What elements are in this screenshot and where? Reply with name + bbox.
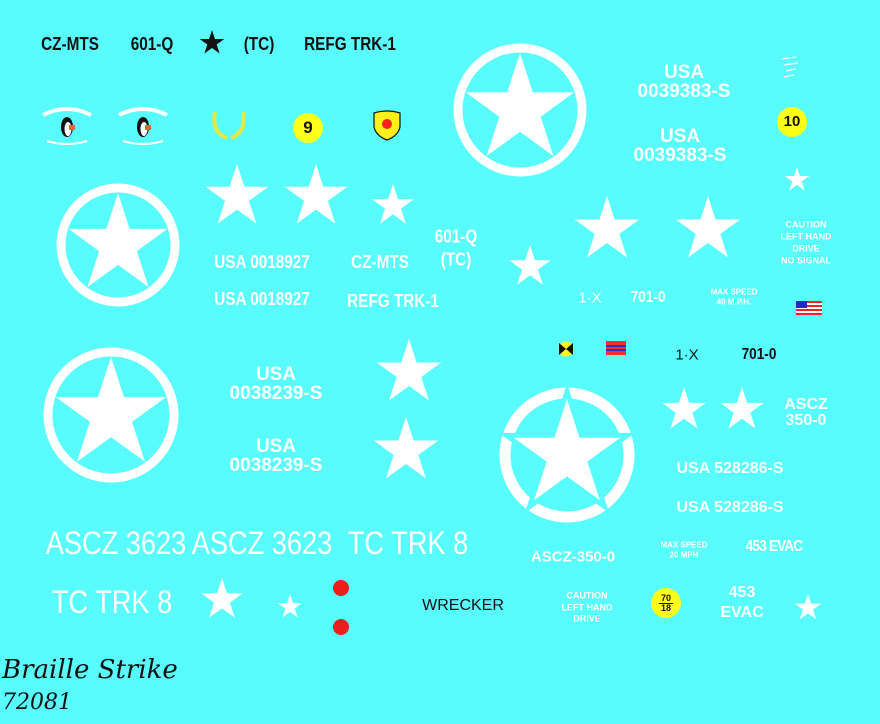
usa-serial-0039383: USA 0039383-S [633,126,727,166]
white-star-icon [201,578,243,618]
white-star-icon [509,245,551,285]
star-roundel [43,347,179,483]
usa-serial-0039383: USA 0039383-S [637,62,731,102]
ascz-350-dash-decal: ASCZ-350-0 [530,548,616,566]
tc-trk-8-decal: TC TRK 8 [347,525,469,561]
white-star-icon [284,164,348,224]
white-star-icon [277,594,303,618]
sketch-mark-icon [781,56,799,78]
1x-decal: 1·X [578,289,602,307]
white-star-icon [373,417,439,479]
stripe-flag-icon [606,341,626,355]
tc-trk-8-decal: TC TRK 8 [51,584,173,620]
701-black-decal: 701-0 [741,346,777,363]
white-star-icon [720,387,764,429]
usa-serial-0018927: USA 0018927 [214,252,310,272]
refg-trk-decal: REFG TRK-1 [347,291,439,311]
laurel-wreath-icon [212,111,246,140]
black-star-icon [199,30,225,54]
marker-10: 10 [777,107,807,137]
cz-mts-decal: CZ-MTS [41,34,99,54]
453-evac-inline-decal: 453 EVAC [745,538,803,555]
code-601q-tc-decal: 601-Q (TC) [434,226,478,270]
white-star-icon [372,184,414,224]
star-roundel [56,183,180,307]
white-star-icon [794,594,822,620]
caution-drive-decal: CAUTION LEFT HAND DRIVE [561,590,613,624]
453-evac-stack-decal: 453 EVAC [720,584,764,621]
red-dot [333,580,349,596]
white-star-icon [376,339,442,401]
usa-serial-0038239: USA 0038239-S [229,364,323,404]
penguin-fleet-logo [42,107,92,145]
white-star-icon [675,196,741,258]
bridge-class-70-18: 70 18 [651,588,681,618]
marker-9: 9 [293,113,323,143]
product-code: 72081 [2,690,72,715]
penguin-fleet-logo [118,107,168,145]
ascz-3623-decal: ASCZ 3623 [45,525,187,561]
white-star-icon [574,196,640,258]
star-roundel [453,43,587,177]
bridge-marker-icon [558,341,574,357]
max-speed-40-decal: MAX SPEED 40 M.P.H. [710,287,758,307]
invasion-star-roundel [496,384,638,526]
usa-serial-0018927: USA 0018927 [214,289,310,309]
wrecker-decal: WRECKER [422,597,504,614]
code-601q-decal: 601-Q [130,34,174,54]
tc-decal: (TC) [243,34,275,54]
usa-serial-528286: USA 528286-S [676,460,784,477]
tc-mts-shield-logo [373,110,401,141]
usa-serial-528286: USA 528286-S [676,499,784,516]
caution-no-signal-decal: CAUTION LEFT HAND DRIVE NO SIGNAL [780,219,832,267]
refg-trk-decal: REFG TRK-1 [304,34,396,54]
ascz-3623-decal: ASCZ 3623 [191,525,333,561]
1x-black-decal: 1·X [675,346,699,364]
701-decal: 701-0 [630,289,666,306]
brand-name: Braille Strike [2,655,178,685]
white-star-icon [662,387,706,429]
max-speed-20-decal: MAX SPEED 20 MPH [660,540,708,560]
cz-mts-decal: CZ-MTS [351,252,409,272]
ascz-350-decal: ASCZ 350-0 [784,396,828,429]
white-star-icon [784,167,810,191]
red-dot [333,619,349,635]
white-star-icon [205,164,269,224]
us-flag-icon [796,301,822,315]
usa-serial-0038239: USA 0038239-S [229,436,323,476]
